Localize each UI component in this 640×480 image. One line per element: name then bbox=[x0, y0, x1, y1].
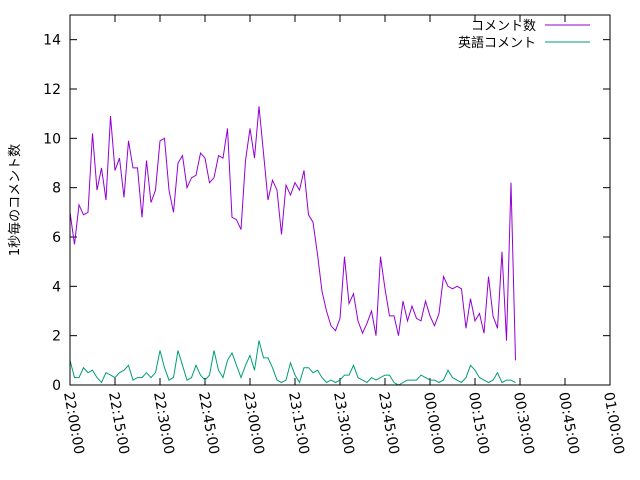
x-tick-label: 22:30:00 bbox=[150, 391, 177, 456]
x-tick-label: 23:15:00 bbox=[285, 391, 312, 456]
y-tick-label: 4 bbox=[52, 279, 61, 295]
y-tick-label: 8 bbox=[52, 181, 61, 197]
x-tick-label: 00:00:00 bbox=[420, 391, 447, 456]
x-tick-label: 22:15:00 bbox=[105, 391, 132, 456]
x-tick-label: 00:15:00 bbox=[465, 391, 492, 456]
plot-area-border bbox=[69, 14, 611, 386]
y-axis-label: 1秒毎のコメント数 bbox=[7, 144, 23, 256]
x-tick-label: 00:30:00 bbox=[510, 391, 537, 456]
legend-label-1: コメント数 bbox=[471, 19, 536, 34]
y-tick-label: 12 bbox=[43, 82, 61, 98]
series-line-1 bbox=[69, 106, 516, 361]
x-tick-label: 00:45:00 bbox=[555, 391, 582, 456]
legend-label-2: 英語コメント bbox=[458, 35, 536, 51]
y-tick-label: 0 bbox=[52, 378, 61, 394]
series-lines bbox=[69, 106, 516, 386]
x-tick-label: 23:45:00 bbox=[375, 391, 402, 456]
x-tick-label: 01:00:00 bbox=[600, 391, 627, 456]
y-tick-label: 2 bbox=[52, 329, 61, 345]
x-tick-label: 22:00:00 bbox=[60, 391, 87, 456]
x-tick-label: 23:30:00 bbox=[330, 391, 357, 456]
y-tick-label: 6 bbox=[52, 230, 61, 246]
y-tick-label: 14 bbox=[43, 33, 61, 49]
x-tick-label: 23:00:00 bbox=[240, 391, 267, 456]
y-axis-ticks: 0 2 4 6 8 10 12 14 bbox=[43, 33, 610, 394]
x-tick-label: 22:45:00 bbox=[195, 391, 222, 456]
x-axis-ticks: 22:00:00 22:15:00 22:30:00 22:45:00 23:00:00… bbox=[60, 15, 627, 456]
series-line-2 bbox=[69, 340, 516, 386]
y-tick-label: 10 bbox=[43, 131, 61, 147]
